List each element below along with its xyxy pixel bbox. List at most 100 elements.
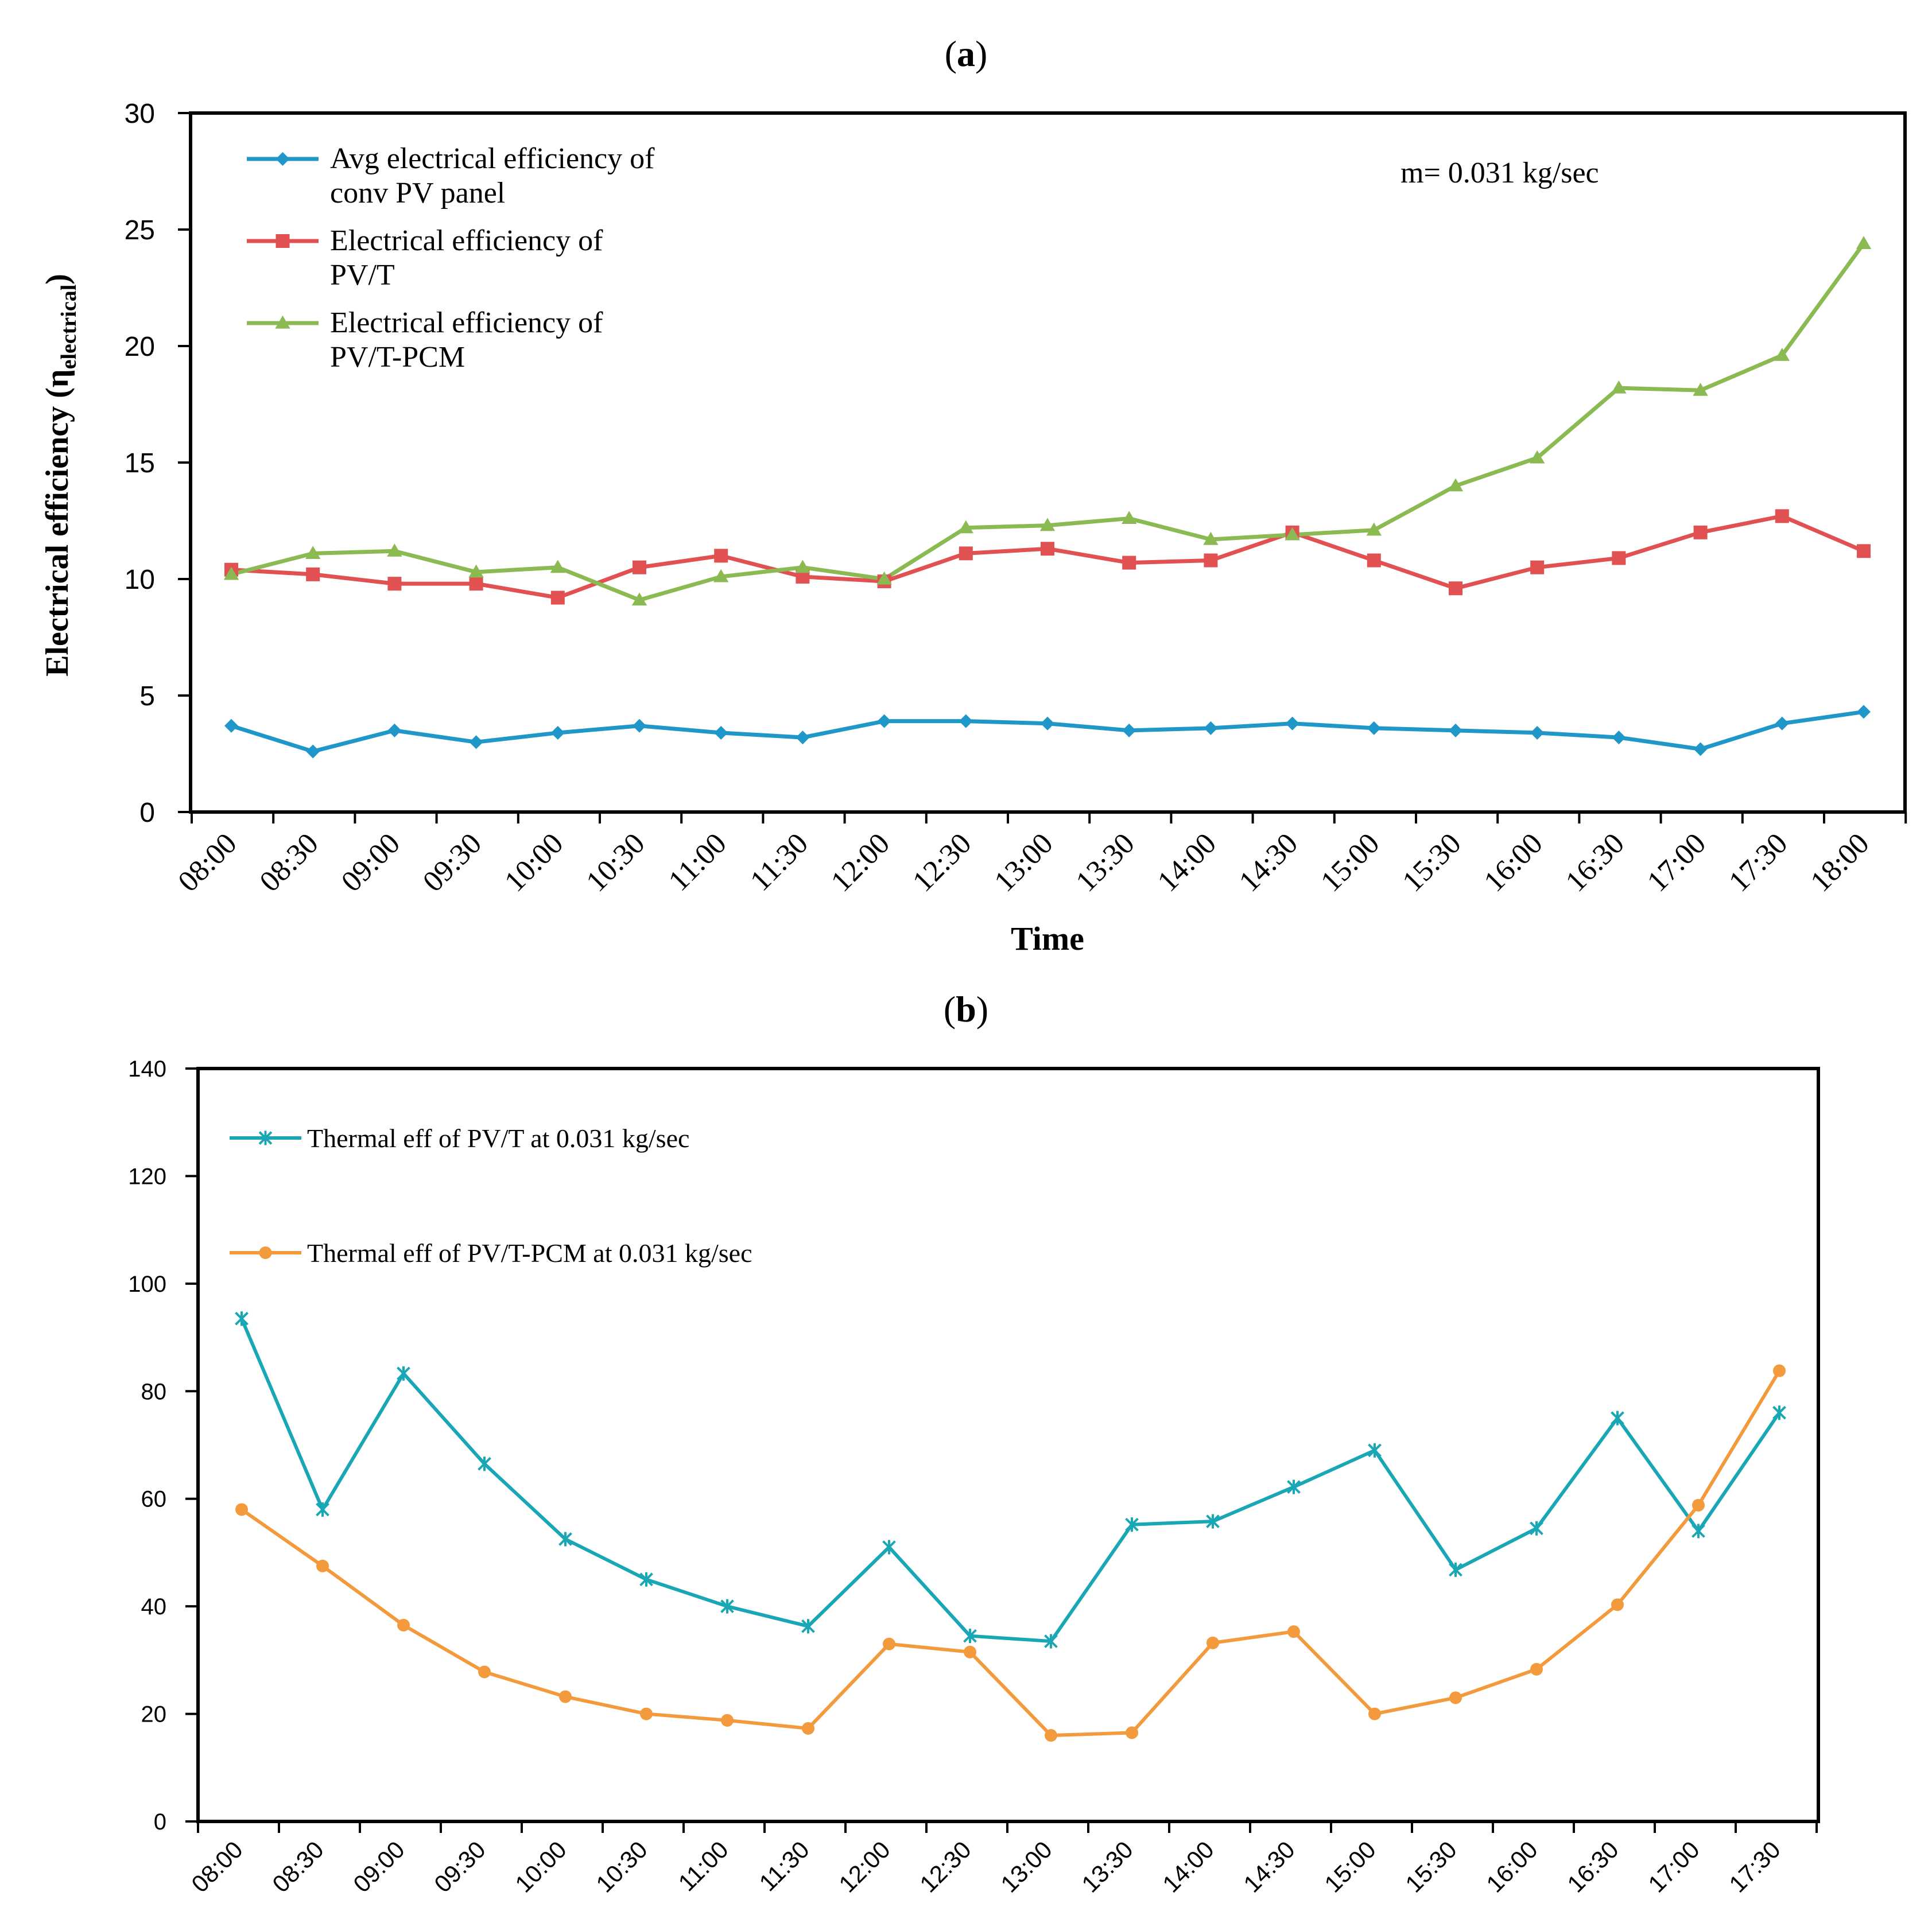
x-tick-label: 12:30 — [914, 1836, 976, 1898]
data-point-series-2 — [1775, 509, 1789, 523]
data-point-series-3 — [1530, 450, 1545, 464]
data-point-series-2 — [550, 591, 565, 605]
data-point-series-2 — [1204, 553, 1218, 568]
x-tick-label: 11:30 — [744, 827, 814, 898]
legend-swatch-marker — [259, 1246, 272, 1259]
data-point-series-2 — [1122, 556, 1136, 570]
data-point-series-2 — [640, 1707, 653, 1720]
panel-a-annotation: m= 0.031 kg/sec — [1400, 157, 1599, 189]
data-point-series-2 — [235, 1503, 248, 1516]
data-point-series-2 — [1773, 1364, 1786, 1377]
data-point-series-1 — [1206, 1514, 1220, 1529]
data-point-series-1 — [1449, 1562, 1462, 1577]
data-point-series-3 — [958, 520, 973, 534]
data-point-series-1 — [235, 1311, 249, 1326]
data-point-series-1 — [1772, 1405, 1786, 1420]
x-tick-label: 14:30 — [1233, 827, 1304, 898]
data-point-series-1 — [478, 1456, 491, 1471]
panel-a-series-markers — [223, 236, 1872, 759]
data-point-series-1 — [720, 1599, 734, 1614]
x-tick-label: 16:30 — [1559, 827, 1631, 898]
x-tick-label: 16:00 — [1478, 827, 1549, 898]
x-tick-label: 11:00 — [662, 827, 733, 898]
data-point-series-1 — [882, 1540, 896, 1555]
x-tick-label: 08:00 — [186, 1836, 248, 1898]
data-point-series-2 — [714, 549, 728, 563]
data-point-series-2 — [397, 1618, 410, 1631]
y-tick-label: 15 — [125, 448, 155, 479]
y-tick-label: 20 — [141, 1702, 167, 1727]
data-point-series-2 — [1449, 581, 1462, 596]
data-point-series-3 — [223, 566, 239, 580]
data-point-series-2 — [469, 577, 483, 591]
y-tick-label: 20 — [125, 332, 155, 362]
data-point-series-2 — [1368, 1707, 1381, 1720]
data-point-series-1 — [1041, 716, 1054, 731]
legend-swatch-marker — [276, 152, 290, 166]
data-point-series-2 — [802, 1722, 814, 1735]
legend-label: Thermal eff of PV/T-PCM at 0.031 kg/sec — [307, 1238, 752, 1268]
x-tick-label: 17:00 — [1643, 1836, 1705, 1898]
panel-b-plot-frame — [196, 1067, 1820, 1823]
x-tick-label: 10:30 — [591, 1836, 653, 1898]
data-point-series-3 — [1285, 527, 1300, 541]
ylabel-close: ) — [40, 274, 75, 285]
data-point-series-1 — [1044, 1634, 1058, 1649]
data-point-series-2 — [1367, 553, 1381, 568]
panel-a-plot-frame — [189, 111, 1907, 814]
data-point-series-1 — [1611, 1411, 1624, 1425]
y-tick-label: 30 — [125, 99, 155, 129]
panel-a-x-axis-title: Time — [1011, 920, 1084, 957]
x-tick-label: 14:00 — [1151, 827, 1223, 898]
data-point-series-3 — [1203, 531, 1219, 545]
x-tick-label: 13:30 — [1070, 827, 1141, 898]
data-point-series-2 — [1126, 1726, 1138, 1739]
data-point-series-2 — [721, 1714, 734, 1727]
legend-swatch-marker — [275, 315, 290, 329]
panel-b-series-markers — [235, 1311, 1786, 1742]
data-point-series-1 — [1692, 1524, 1705, 1539]
x-tick-label: 11:00 — [673, 1836, 734, 1896]
data-point-series-1 — [959, 714, 973, 728]
x-tick-label: 17:00 — [1641, 827, 1712, 898]
legend-label: Avg electrical efficiency of — [330, 142, 655, 175]
x-tick-label: 15:30 — [1400, 1836, 1462, 1898]
data-point-series-2 — [1611, 1598, 1624, 1611]
x-tick-label: 08:30 — [254, 827, 325, 898]
data-point-series-1 — [877, 714, 891, 728]
x-tick-label: 09:00 — [348, 1836, 410, 1898]
data-point-series-1 — [1204, 721, 1218, 735]
legend-label: PV/T — [330, 259, 395, 292]
data-point-series-1 — [306, 744, 320, 759]
data-point-series-3 — [1693, 382, 1708, 396]
y-tick-label: 25 — [125, 215, 155, 246]
x-tick-label: 13:30 — [1076, 1836, 1138, 1898]
x-tick-label: 12:30 — [906, 827, 977, 898]
data-point-series-2 — [1449, 1691, 1462, 1704]
data-point-series-2 — [1045, 1729, 1057, 1742]
legend-label: conv PV panel — [330, 177, 505, 209]
data-point-series-3 — [1366, 522, 1382, 536]
legend-label: Electrical efficiency of — [330, 306, 603, 339]
ylabel-main: Electrical efficiency (η — [40, 369, 75, 677]
chart-panel-b: (b) 0 20 40 60 80 100 120 140 08:00 08:30 09:00 09:… — [128, 989, 1820, 1898]
data-point-series-2 — [1530, 1662, 1543, 1676]
data-point-series-3 — [713, 569, 729, 582]
data-point-series-1 — [1122, 723, 1136, 737]
data-point-series-1 — [1367, 721, 1381, 735]
y-tick-label: 80 — [141, 1379, 167, 1404]
data-point-series-1 — [1449, 723, 1462, 737]
x-tick-label: 13:00 — [988, 827, 1060, 898]
x-tick-label: 10:30 — [580, 827, 651, 898]
data-point-series-2 — [1041, 542, 1054, 556]
ylabel-subscript: electrical — [57, 285, 81, 370]
data-point-series-1 — [1125, 1517, 1139, 1532]
x-tick-label: 17:30 — [1722, 827, 1794, 898]
data-point-series-2 — [306, 567, 320, 581]
x-tick-label: 13:00 — [995, 1836, 1057, 1898]
data-point-series-1 — [1287, 1479, 1301, 1494]
data-point-series-3 — [1611, 380, 1627, 394]
x-tick-label: 16:00 — [1481, 1836, 1543, 1898]
panel-b-legend: Thermal eff of PV/T at 0.031 kg/sec Therm… — [230, 1124, 752, 1268]
